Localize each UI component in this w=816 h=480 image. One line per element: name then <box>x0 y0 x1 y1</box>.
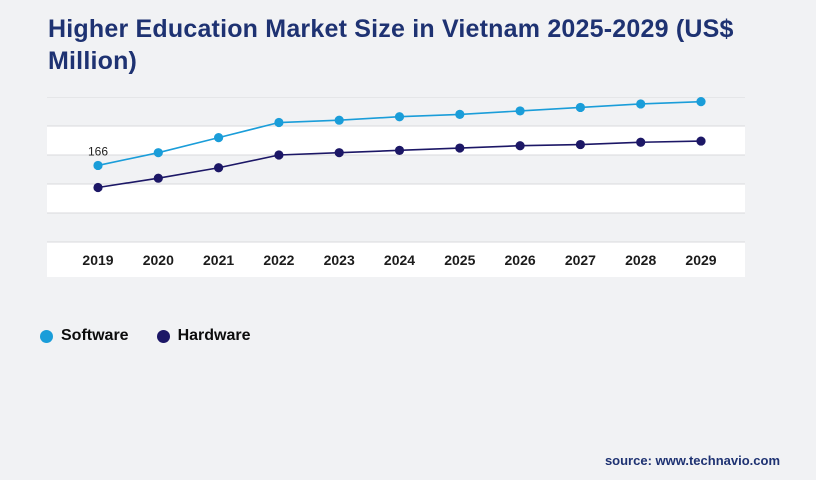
legend-label: Software <box>61 327 129 344</box>
x-axis-label: 2022 <box>263 252 294 268</box>
x-axis-label: 2024 <box>384 252 415 268</box>
page-title: Higher Education Market Size in Vietnam … <box>48 15 734 75</box>
plot-band <box>47 97 745 126</box>
legend-label: Hardware <box>177 327 251 344</box>
data-point-software <box>274 117 284 128</box>
x-axis-label: 2021 <box>203 252 234 268</box>
data-point-hardware <box>93 182 103 193</box>
x-axis-label: 2019 <box>82 252 113 268</box>
axis-label-strip <box>47 242 745 277</box>
data-point-hardware <box>515 141 525 151</box>
data-point-software <box>455 109 465 119</box>
data-point-hardware <box>636 137 646 147</box>
data-point-software <box>394 112 405 122</box>
plot-band <box>47 155 745 184</box>
chart-svg: 166 2019 2020 2021 2022 2023 2024 2025 2026 2027 2… <box>47 97 745 277</box>
source-credit: source: www.technavio.com <box>604 453 780 468</box>
x-axis-label: 2025 <box>444 252 475 268</box>
legend-dot <box>40 329 53 343</box>
point-label: 166 <box>88 144 108 158</box>
plot-band <box>47 184 745 213</box>
data-point-software <box>334 115 344 125</box>
data-point-hardware <box>153 173 163 183</box>
plot-band <box>47 213 745 242</box>
data-point-hardware <box>274 150 284 160</box>
data-point-hardware <box>214 163 224 173</box>
data-point-hardware <box>575 139 586 150</box>
x-axis-label: 2028 <box>625 252 656 268</box>
data-point-software <box>214 133 224 143</box>
legend-item-software: Software <box>40 327 129 345</box>
data-point-hardware <box>334 148 344 158</box>
data-point-software <box>575 102 586 113</box>
chart-area: 166 2019 2020 2021 2022 2023 2024 2025 2026 2027 2… <box>47 97 745 277</box>
legend: Software Hardware <box>40 324 251 348</box>
x-axis-label: 2027 <box>565 252 596 268</box>
data-point-hardware <box>455 143 465 153</box>
data-point-hardware <box>696 136 706 146</box>
x-axis-label: 2020 <box>143 252 174 268</box>
legend-item-hardware: Hardware <box>156 327 251 345</box>
legend-dot <box>156 329 170 343</box>
data-point-software <box>93 160 103 171</box>
data-point-hardware <box>394 145 405 155</box>
x-axis-label: 2023 <box>324 252 355 268</box>
data-point-software <box>153 148 163 158</box>
data-point-software <box>636 99 646 109</box>
x-axis-label: 2026 <box>505 252 536 268</box>
data-point-software <box>696 97 706 107</box>
x-axis-label: 2029 <box>685 252 716 268</box>
data-point-software <box>515 106 525 116</box>
